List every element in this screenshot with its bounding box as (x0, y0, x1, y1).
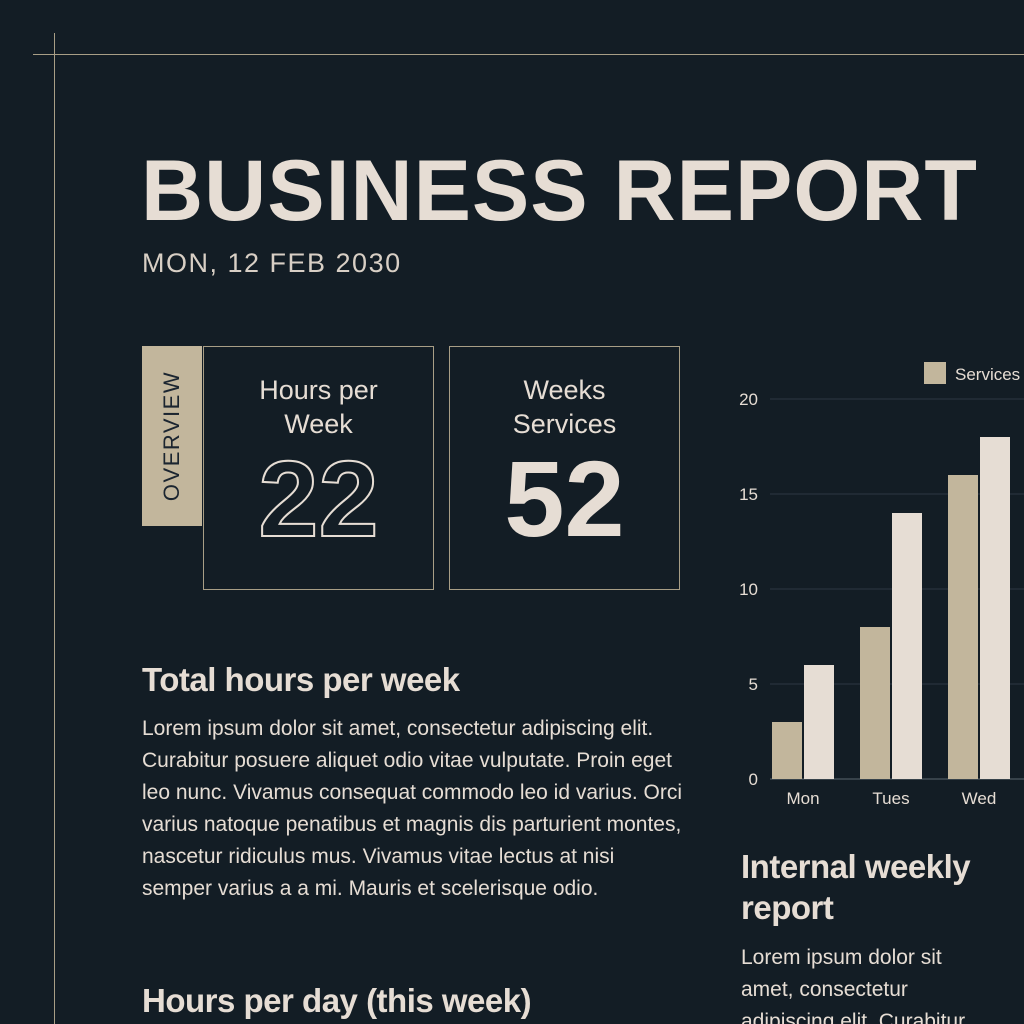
overview-tag-label: OVERVIEW (159, 370, 184, 502)
bar-wed-2 (980, 437, 1010, 779)
left-rule (54, 33, 55, 1024)
top-rule (33, 54, 1024, 55)
stat-label: Hours per Week (204, 373, 433, 441)
page-title: BUSINESS REPORT (141, 143, 978, 239)
stat-label-line: Services (512, 409, 617, 439)
y-tick-label: 20 (739, 390, 758, 409)
bar-chart: 0 5 10 15 20 Mon Tues Wed Services (739, 362, 1024, 808)
internal-report-body: Lorem ipsum dolor sit amet, consectetur … (741, 946, 966, 1024)
y-tick-label: 5 (749, 675, 758, 694)
stat-value: 52 (504, 438, 625, 559)
bar-mon-2 (804, 665, 834, 779)
overview-tag: OVERVIEW (142, 346, 202, 526)
bar-mon-1 (772, 722, 802, 779)
stat-label-line: Hours per (259, 375, 378, 405)
hours-per-day-heading: Hours per day (this week) (142, 982, 532, 1019)
x-tick-label: Mon (786, 789, 819, 808)
stat-label-line: Week (284, 409, 353, 439)
report-date: MON, 12 FEB 2030 (142, 248, 402, 278)
y-tick-label: 0 (749, 770, 758, 789)
stat-card-hours: Hours per Week 22 (203, 346, 434, 590)
stat-label: Weeks Services (450, 373, 679, 441)
bar-tues-1 (860, 627, 890, 779)
stat-card-weeks: Weeks Services 52 (449, 346, 680, 590)
bar-wed-1 (948, 475, 978, 779)
total-hours-heading: Total hours per week (142, 661, 460, 698)
y-tick-label: 15 (739, 485, 758, 504)
stat-value: 22 (257, 438, 379, 559)
total-hours-body: Lorem ipsum dolor sit amet, consectetur … (142, 717, 683, 900)
bar-tues-2 (892, 513, 922, 779)
legend-swatch (924, 362, 946, 384)
stat-label-line: Weeks (523, 375, 606, 405)
legend-label: Services (955, 365, 1020, 384)
y-tick-label: 10 (739, 580, 758, 599)
internal-report-heading: Internal weekly report (741, 848, 971, 927)
x-tick-label: Wed (962, 789, 997, 808)
x-tick-label: Tues (872, 789, 909, 808)
